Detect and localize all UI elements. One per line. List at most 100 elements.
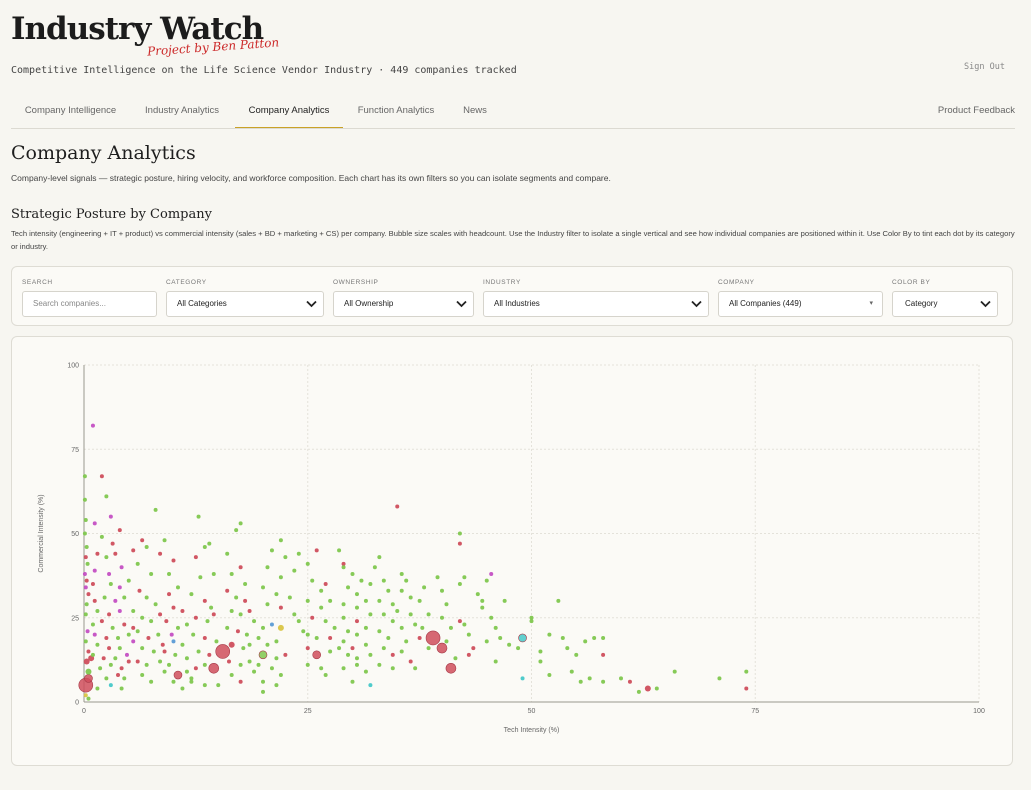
- company-point[interactable]: [489, 615, 494, 620]
- company-point[interactable]: [435, 575, 440, 580]
- company-point[interactable]: [744, 686, 749, 691]
- company-point[interactable]: [341, 602, 346, 607]
- company-point[interactable]: [395, 609, 400, 614]
- company-point[interactable]: [140, 615, 145, 620]
- company-point[interactable]: [151, 649, 156, 654]
- company-point[interactable]: [518, 633, 527, 643]
- company-point[interactable]: [265, 642, 270, 647]
- company-point[interactable]: [480, 598, 485, 603]
- company-point[interactable]: [426, 612, 431, 617]
- company-point[interactable]: [98, 666, 103, 671]
- company-point[interactable]: [229, 673, 234, 678]
- company-point[interactable]: [408, 659, 413, 664]
- company-point[interactable]: [189, 592, 194, 597]
- company-point[interactable]: [368, 612, 373, 617]
- company-point[interactable]: [191, 632, 196, 637]
- company-point[interactable]: [252, 619, 257, 624]
- company-point[interactable]: [83, 693, 88, 698]
- company-point[interactable]: [292, 568, 297, 573]
- company-point[interactable]: [654, 686, 659, 691]
- company-point[interactable]: [146, 635, 151, 640]
- company-point[interactable]: [269, 666, 274, 671]
- ownership-select[interactable]: All Ownership: [333, 291, 474, 317]
- company-point[interactable]: [292, 612, 297, 617]
- company-point[interactable]: [247, 609, 252, 614]
- company-point[interactable]: [413, 622, 418, 627]
- company-point[interactable]: [436, 642, 448, 654]
- company-point[interactable]: [457, 582, 462, 587]
- company-point[interactable]: [238, 521, 243, 526]
- company-point[interactable]: [104, 494, 109, 499]
- company-point[interactable]: [305, 662, 310, 667]
- company-point[interactable]: [278, 605, 283, 610]
- company-point[interactable]: [529, 619, 534, 624]
- company-point[interactable]: [399, 625, 404, 630]
- company-point[interactable]: [162, 649, 167, 654]
- company-point[interactable]: [225, 588, 230, 593]
- company-point[interactable]: [83, 658, 90, 665]
- company-point[interactable]: [717, 676, 722, 681]
- company-point[interactable]: [381, 646, 386, 651]
- company-point[interactable]: [113, 598, 118, 603]
- company-point[interactable]: [278, 673, 283, 678]
- company-point[interactable]: [82, 531, 87, 536]
- company-point[interactable]: [86, 696, 91, 701]
- company-point[interactable]: [462, 575, 467, 580]
- company-point[interactable]: [368, 652, 373, 657]
- company-point[interactable]: [587, 676, 592, 681]
- company-point[interactable]: [122, 595, 127, 600]
- company-point[interactable]: [225, 551, 230, 556]
- company-point[interactable]: [108, 514, 113, 519]
- sign-out-button[interactable]: Sign Out: [964, 62, 1005, 72]
- company-point[interactable]: [235, 629, 240, 634]
- product-feedback-link[interactable]: Product Feedback: [937, 105, 1015, 116]
- company-point[interactable]: [265, 602, 270, 607]
- company-point[interactable]: [173, 652, 178, 657]
- company-point[interactable]: [83, 518, 88, 523]
- company-point[interactable]: [569, 669, 574, 674]
- company-point[interactable]: [556, 598, 561, 603]
- company-point[interactable]: [404, 639, 409, 644]
- company-point[interactable]: [252, 669, 257, 674]
- company-point[interactable]: [457, 541, 462, 546]
- company-point[interactable]: [420, 625, 425, 630]
- company-point[interactable]: [207, 541, 212, 546]
- company-point[interactable]: [149, 571, 154, 576]
- company-point[interactable]: [305, 561, 310, 566]
- company-point[interactable]: [390, 652, 395, 657]
- company-point[interactable]: [86, 592, 91, 597]
- company-point[interactable]: [395, 504, 400, 509]
- company-point[interactable]: [113, 551, 118, 556]
- company-point[interactable]: [110, 625, 115, 630]
- company-point[interactable]: [180, 642, 185, 647]
- company-point[interactable]: [390, 619, 395, 624]
- company-point[interactable]: [119, 666, 124, 671]
- company-point[interactable]: [209, 605, 214, 610]
- company-point[interactable]: [363, 598, 368, 603]
- company-point[interactable]: [328, 649, 333, 654]
- company-point[interactable]: [85, 629, 90, 634]
- tab-company-analytics[interactable]: Company Analytics: [235, 95, 343, 128]
- company-point[interactable]: [108, 582, 113, 587]
- company-point[interactable]: [560, 635, 565, 640]
- company-point[interactable]: [110, 541, 115, 546]
- company-point[interactable]: [261, 625, 265, 630]
- company-point[interactable]: [386, 635, 391, 640]
- company-point[interactable]: [92, 598, 97, 603]
- company-point[interactable]: [85, 668, 92, 675]
- company-point[interactable]: [319, 666, 324, 671]
- company-point[interactable]: [287, 595, 292, 600]
- company-point[interactable]: [493, 625, 498, 630]
- company-point[interactable]: [328, 598, 333, 603]
- company-point[interactable]: [565, 646, 570, 651]
- search-input[interactable]: Search companies...: [22, 291, 157, 317]
- company-point[interactable]: [274, 683, 279, 688]
- company-point[interactable]: [119, 565, 124, 570]
- company-point[interactable]: [283, 555, 288, 560]
- company-point[interactable]: [228, 641, 235, 648]
- company-point[interactable]: [363, 642, 368, 647]
- company-point[interactable]: [377, 629, 382, 634]
- company-point[interactable]: [90, 652, 95, 657]
- company-point[interactable]: [547, 632, 552, 637]
- company-point[interactable]: [377, 555, 382, 560]
